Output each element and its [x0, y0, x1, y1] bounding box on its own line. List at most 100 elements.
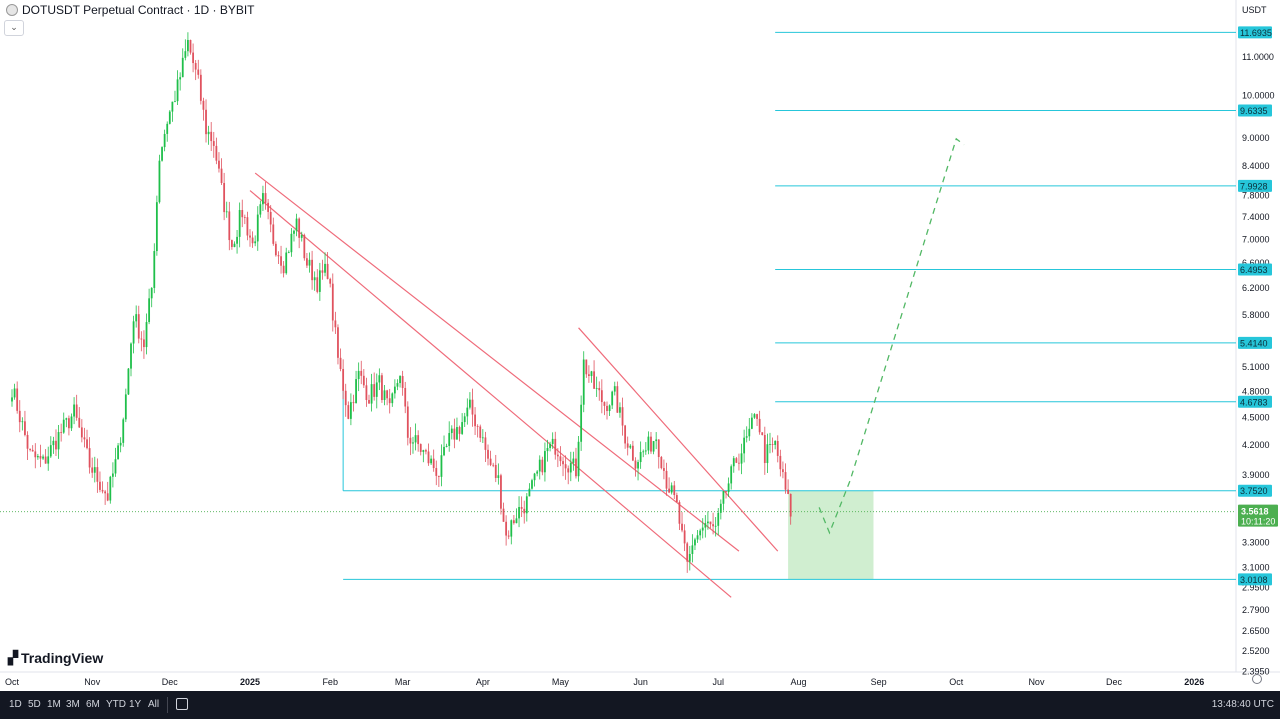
toolbar-divider: [167, 697, 168, 713]
candle-body: [238, 210, 241, 237]
candle-body: [505, 521, 508, 536]
candle-body: [267, 202, 270, 212]
candle-body: [531, 480, 533, 489]
candle-body: [512, 520, 515, 524]
candle-body: [49, 445, 52, 457]
currency-label[interactable]: USDT: [1242, 5, 1267, 15]
timeframe-1y[interactable]: 1Y: [129, 699, 142, 710]
candle-body: [194, 63, 197, 70]
gear-icon[interactable]: [1252, 674, 1262, 684]
candle-body: [437, 475, 440, 477]
level-price-badge: [1238, 26, 1272, 39]
candle-body: [637, 462, 639, 469]
candle-body: [184, 51, 187, 58]
price-tick-label: 9.0000: [1242, 133, 1270, 143]
timeframe-5d[interactable]: 5D: [28, 699, 41, 710]
candle-body: [373, 384, 376, 397]
level-price-badge: [1238, 484, 1272, 497]
candle-body: [756, 414, 758, 419]
candle-body: [678, 502, 681, 524]
candle-body: [391, 393, 394, 404]
candle-body: [748, 428, 751, 437]
candle-body: [544, 451, 546, 473]
candle-body: [719, 503, 722, 513]
timeframe-ytd[interactable]: YTD: [106, 699, 126, 710]
time-tick-label: Jul: [712, 677, 724, 687]
candle-body: [784, 472, 787, 490]
candle-body: [24, 421, 26, 435]
time-tick-label: Jun: [633, 677, 648, 687]
candle-body: [344, 390, 347, 406]
candle-body: [766, 444, 769, 464]
timeframe-1d[interactable]: 1D: [9, 699, 22, 710]
candle-body: [554, 438, 557, 455]
price-tick-label: 7.8000: [1242, 191, 1270, 201]
candle-body: [352, 402, 355, 404]
candle-body: [308, 259, 311, 266]
price-tick-label: 5.8000: [1242, 310, 1270, 320]
candle-body: [254, 241, 257, 244]
level-price-label: 3.7520: [1240, 486, 1268, 496]
candle-body: [471, 399, 474, 415]
tradingview-logo[interactable]: ▞ TradingView: [8, 650, 103, 666]
candle-body: [171, 101, 174, 112]
candle-body: [494, 464, 497, 478]
candle-body: [93, 467, 96, 473]
candle-body: [412, 442, 414, 444]
candle-body: [347, 405, 350, 419]
level-price-label: 9.6335: [1240, 106, 1268, 116]
candle-body: [652, 441, 655, 452]
candle-body: [218, 160, 220, 169]
candle-body: [68, 418, 70, 429]
candle-body: [339, 357, 342, 369]
timeframe-3m[interactable]: 3M: [66, 699, 80, 710]
candle-body: [541, 459, 544, 473]
candle-body: [619, 407, 621, 413]
candle-body: [523, 508, 526, 514]
utc-clock[interactable]: 13:48:40 UTC: [1211, 699, 1274, 710]
candle-body: [80, 427, 83, 438]
candle-body: [148, 298, 151, 323]
candle-body: [732, 458, 735, 467]
candle-body: [127, 368, 130, 395]
candle-body: [207, 131, 210, 135]
candle-body: [91, 467, 94, 473]
candle-body: [481, 437, 484, 439]
candle-body: [375, 382, 378, 397]
time-tick-label: May: [552, 677, 570, 687]
candle-body: [39, 456, 42, 459]
timeframe-6m[interactable]: 6M: [86, 699, 100, 710]
candle-body: [295, 218, 298, 231]
price-tick-label: 4.8000: [1242, 386, 1270, 396]
candle-body: [114, 459, 117, 474]
candle-body: [300, 235, 303, 238]
candle-body: [753, 414, 756, 418]
candle-body: [298, 218, 301, 238]
candle-body: [761, 432, 764, 435]
price-tick-label: 7.4000: [1242, 212, 1270, 222]
candle-body: [321, 270, 324, 273]
candle-body: [388, 398, 391, 404]
candle-body: [668, 488, 670, 493]
candle-body: [463, 416, 466, 423]
candle-body: [220, 168, 223, 183]
candle-body: [461, 422, 464, 434]
level-price-label: 4.6783: [1240, 397, 1268, 407]
level-price-label: 6.4953: [1240, 265, 1268, 275]
candle-body: [727, 483, 730, 493]
candle-body: [187, 39, 189, 52]
candle-body: [631, 445, 634, 461]
price-tick-label: 2.6500: [1242, 626, 1270, 636]
level-price-badge: [1238, 104, 1272, 117]
candle-body: [342, 368, 345, 391]
chevron-down-icon[interactable]: ⌄: [4, 20, 24, 36]
date-range-icon[interactable]: [176, 698, 188, 710]
candle-body: [197, 69, 200, 75]
timeframe-all[interactable]: All: [148, 699, 160, 710]
bar-countdown-label: 10:11:20: [1241, 517, 1275, 527]
candle-body: [166, 123, 169, 134]
timeframe-1m[interactable]: 1M: [47, 699, 61, 710]
candle-body: [313, 277, 316, 281]
candle-body: [233, 243, 236, 247]
